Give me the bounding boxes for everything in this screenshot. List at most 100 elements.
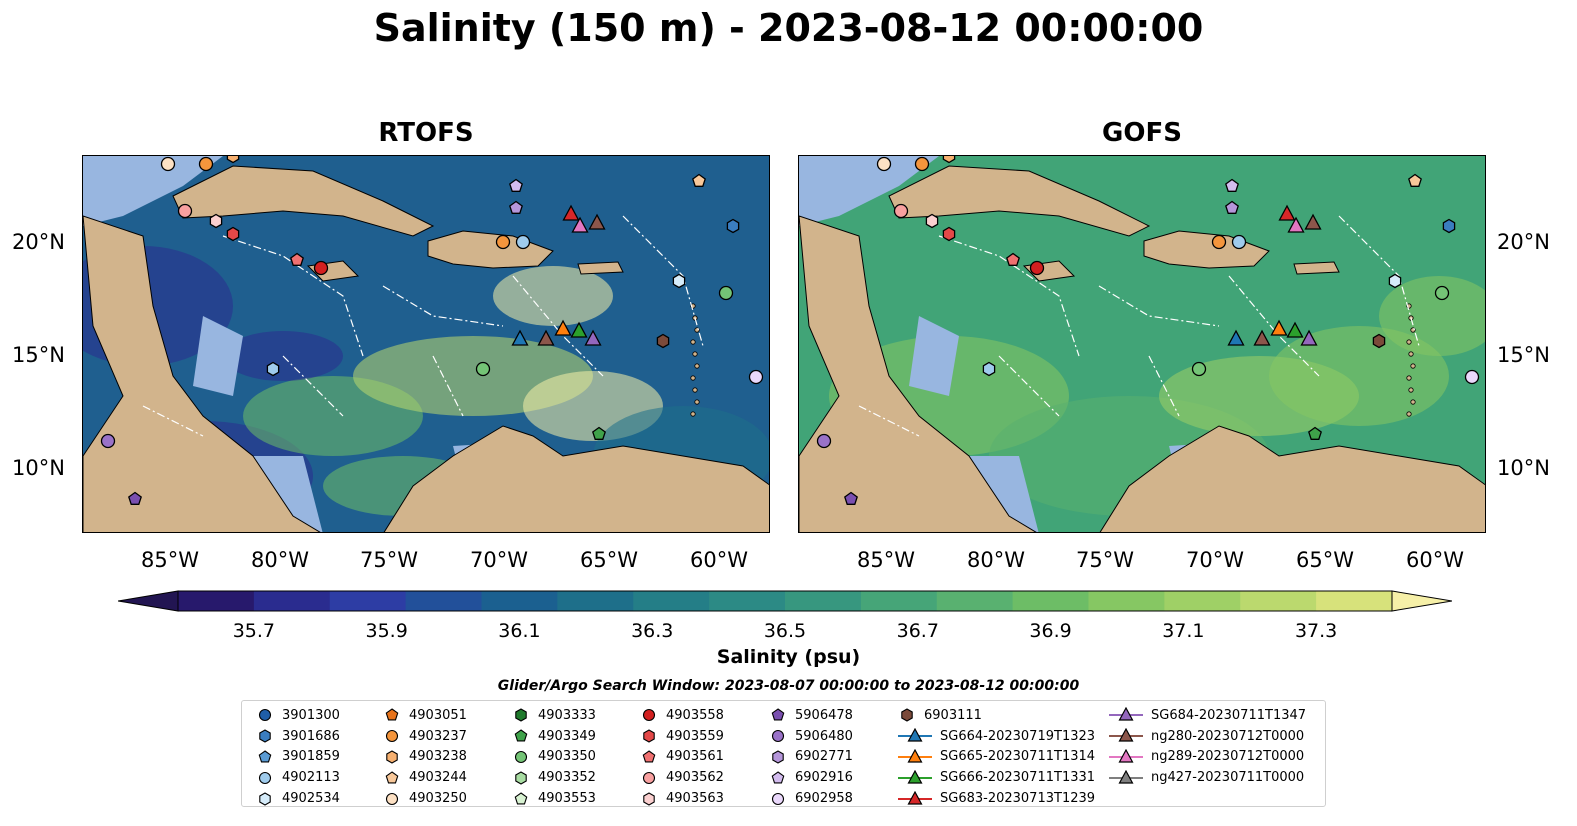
colorbar-segment — [405, 591, 482, 611]
legend-label: SG664-20230719T1323 — [940, 728, 1096, 744]
profile-marker — [1286, 321, 1304, 338]
colorbar-segment — [1316, 591, 1393, 611]
profile-marker — [1253, 329, 1271, 346]
colorbar-tick-label: 36.9 — [1029, 620, 1072, 642]
shelf-region — [799, 156, 939, 226]
hexagon-marker-icon — [643, 791, 655, 806]
profile-marker — [511, 329, 529, 346]
hexagon-marker-icon — [901, 708, 913, 723]
legend-column: 5906478 5906480 6902771 6902916 6902958 — [769, 705, 853, 809]
profile-marker — [672, 273, 686, 289]
legend-label: 6903111 — [924, 707, 982, 723]
legend-entry: 4903561 — [640, 747, 724, 768]
legend-entry: SG665-20230711T1314 — [898, 747, 1095, 768]
lon-label-80w-gofs: 80°W — [967, 548, 1025, 572]
profile-marker — [982, 361, 996, 377]
eez-boundary — [938, 235, 1080, 357]
colorbar-segment — [860, 591, 938, 611]
legend-entry: 5906478 — [769, 705, 853, 726]
eez-boundary — [1338, 215, 1420, 347]
lon-label-75w: 75°W — [360, 548, 418, 572]
legend-entry: ng280-20230712T0000 — [1109, 726, 1306, 747]
triangle-marker-icon — [1109, 769, 1143, 784]
legend-entry: ng427-20230711T0000 — [1109, 767, 1306, 788]
pentagon-marker-icon — [258, 750, 272, 763]
profile-marker — [1231, 234, 1247, 250]
legend-column: 4903558 4903559 4903561 4903562 4903563 — [640, 705, 724, 809]
rtofs-map-svg — [83, 156, 769, 532]
eez-boundary — [432, 355, 464, 417]
antilles-island — [1408, 387, 1414, 393]
hexagon-marker-icon — [515, 771, 527, 785]
lon-label-65w: 65°W — [580, 548, 638, 572]
pentagon-marker-icon — [385, 708, 399, 721]
eez-boundary — [998, 355, 1060, 417]
gofs-map-svg — [799, 156, 1485, 532]
search-window-caption: Glider/Argo Search Window: 2023-08-07 00… — [497, 678, 1080, 694]
legend-entry: ng289-20230712T0000 — [1109, 747, 1306, 768]
rtofs-map-panel[interactable] — [82, 155, 770, 533]
eez-boundary — [622, 215, 704, 347]
profile-marker — [914, 156, 930, 172]
legend-entry: 4903562 — [640, 767, 724, 788]
shelf-region — [909, 316, 959, 396]
profile-marker — [1227, 329, 1245, 346]
colorbar-segment — [936, 591, 1014, 611]
profile-marker — [942, 226, 956, 242]
profile-marker — [177, 203, 193, 219]
eez-boundary — [142, 405, 204, 437]
colorbar-segment — [1012, 591, 1089, 611]
legend-label: 4903563 — [666, 791, 724, 807]
colorbar-segment — [1240, 591, 1317, 611]
profile-marker — [1211, 234, 1227, 250]
colorbar-tick-label: 36.7 — [896, 620, 939, 642]
antilles-island — [694, 363, 700, 369]
circle-marker-icon — [385, 730, 399, 743]
profile-marker — [571, 216, 589, 233]
colorbar-max-extend — [1391, 590, 1452, 612]
legend-entry: 4903244 — [383, 767, 467, 788]
antilles-island — [1410, 399, 1416, 405]
legend-entry: 4903553 — [512, 788, 596, 809]
legend-entry: 4903352 — [512, 767, 596, 788]
profile-marker — [1029, 260, 1045, 276]
profile-marker — [160, 156, 176, 172]
profile-marker — [1225, 178, 1239, 192]
pentagon-marker-icon — [514, 729, 528, 742]
profile-marker — [1225, 200, 1239, 214]
profile-marker — [1270, 319, 1288, 336]
circle-marker-icon — [514, 750, 528, 764]
antilles-island — [1410, 363, 1416, 369]
legend-label: 5906480 — [795, 728, 853, 744]
legend-entry: SG664-20230719T1323 — [898, 726, 1095, 747]
legend-label: ng427-20230711T0000 — [1151, 770, 1305, 786]
profile-marker — [592, 426, 606, 440]
profile-marker — [748, 369, 764, 385]
circle-marker-icon — [771, 730, 785, 743]
legend-label: 4902534 — [282, 791, 340, 807]
lon-label-65w-gofs: 65°W — [1296, 548, 1354, 572]
legend-entry: 6903111 — [898, 705, 1095, 726]
lat-label-15n: 15°N — [12, 343, 65, 367]
profile-marker — [515, 234, 531, 250]
hexagon-marker-icon — [515, 708, 527, 723]
lon-label-85w-gofs: 85°W — [857, 548, 915, 572]
lat-label-15n-right: 15°N — [1497, 343, 1550, 367]
pentagon-marker-icon — [385, 771, 399, 784]
eez-boundary — [1098, 285, 1220, 327]
legend-entry: 4903238 — [383, 747, 467, 768]
profile-marker — [1278, 204, 1296, 221]
profile-marker — [290, 252, 304, 266]
hexagon-marker-icon — [259, 729, 271, 743]
gofs-map-panel[interactable] — [798, 155, 1486, 533]
profile-marker — [718, 285, 734, 301]
pentagon-marker-icon — [771, 771, 785, 784]
puerto-rico-land — [577, 261, 624, 275]
colorbar-segment — [1164, 591, 1241, 611]
profile-marker — [816, 433, 832, 449]
colorbar-tick-label: 35.7 — [232, 620, 276, 642]
lon-label-75w-gofs: 75°W — [1076, 548, 1134, 572]
colorbar-segment — [481, 591, 558, 611]
shelf-region — [193, 316, 243, 396]
profile-marker — [1388, 273, 1402, 289]
